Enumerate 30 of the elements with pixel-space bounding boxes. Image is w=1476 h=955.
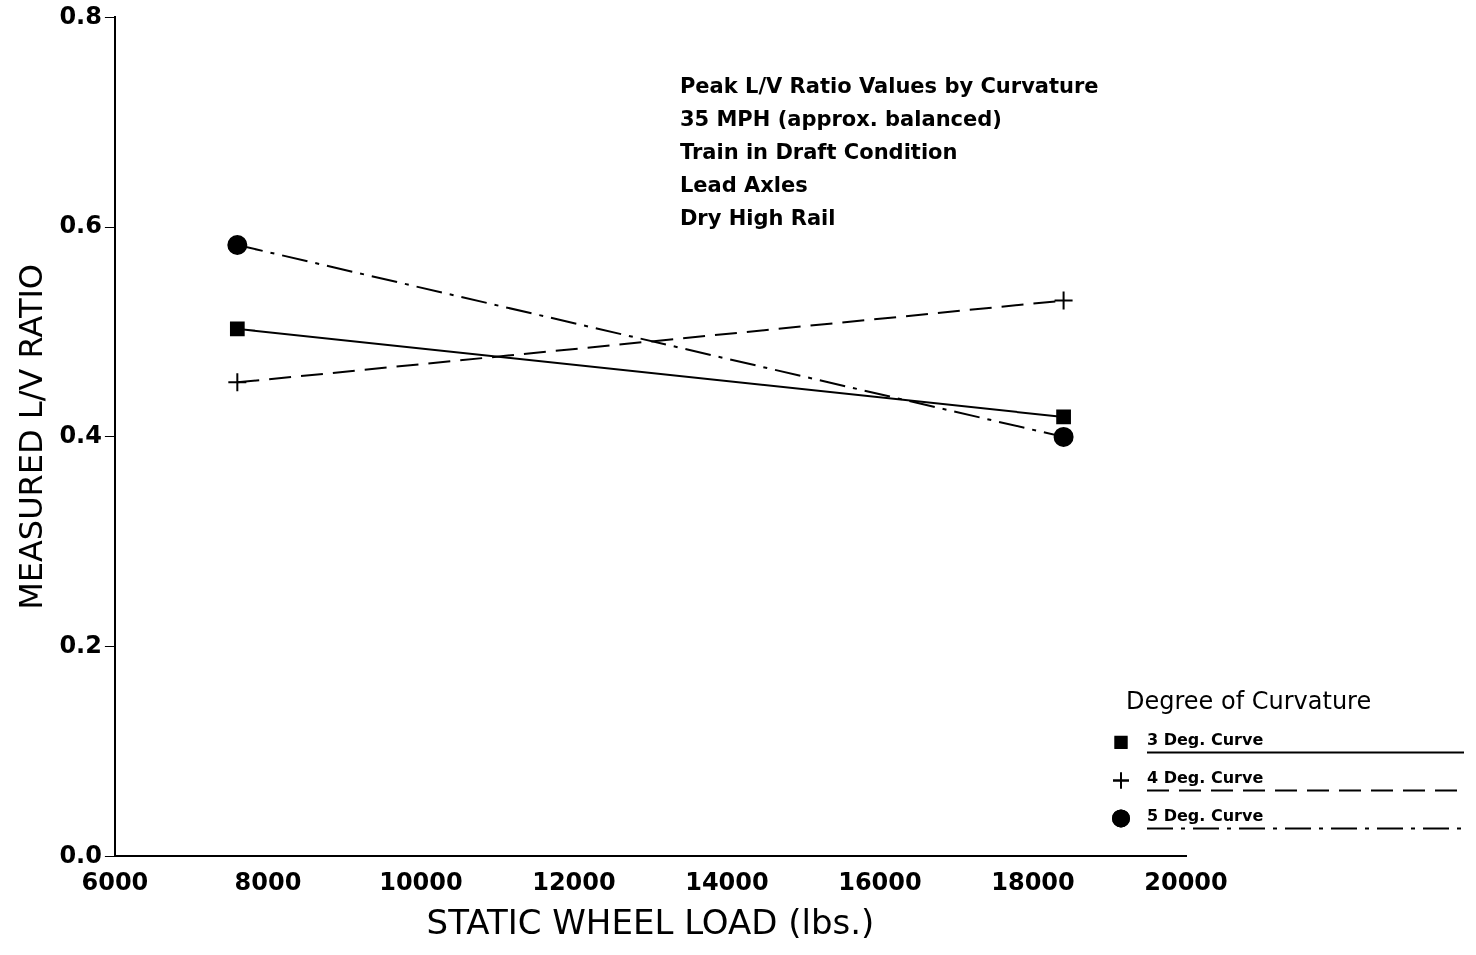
legend-label: 4 Deg. Curve: [1147, 767, 1264, 787]
point: [229, 321, 245, 337]
x-tick-label: 20000: [1144, 868, 1228, 897]
y-tick-label: 0.6: [59, 211, 102, 240]
annotation: Peak L/V Ratio Values by Curvature: [679, 74, 1099, 99]
x-axis-title: STATIC WHEEL LOAD (lbs.): [426, 902, 875, 943]
y-tick-label: 0.2: [59, 630, 102, 659]
legend-label: 5 Deg. Curve: [1147, 805, 1264, 825]
point: [1056, 409, 1071, 425]
x-tick-label: 14000: [685, 868, 769, 897]
y-tick-label: 0.0: [59, 840, 102, 869]
y-tick-label: 0.4: [59, 421, 102, 450]
annotation: Train in Draft Condition: [679, 140, 958, 165]
point: [1053, 426, 1074, 447]
x-tick-label: 8000: [234, 868, 302, 897]
x-tick-label: 18000: [991, 868, 1075, 897]
point: [1053, 290, 1074, 311]
annotation: Lead Axles: [679, 173, 808, 198]
point: [227, 372, 248, 393]
legend-label: 3 Deg. Curve: [1147, 729, 1264, 749]
x-tick-label: 16000: [838, 868, 922, 897]
annotation: 35 MPH (approx. balanced): [679, 107, 1002, 132]
annotation: Dry High Rail: [679, 206, 836, 231]
x-tick-label: 12000: [532, 868, 616, 897]
legend-title: Degree of Curvature: [1126, 686, 1372, 715]
x-tick-label: 6000: [81, 868, 149, 897]
y-tick-label: 0.8: [59, 1, 102, 30]
point: [227, 234, 248, 255]
y-axis-title: MEASURED L/V RATIO: [11, 263, 50, 610]
x-tick-label: 10000: [379, 868, 463, 897]
